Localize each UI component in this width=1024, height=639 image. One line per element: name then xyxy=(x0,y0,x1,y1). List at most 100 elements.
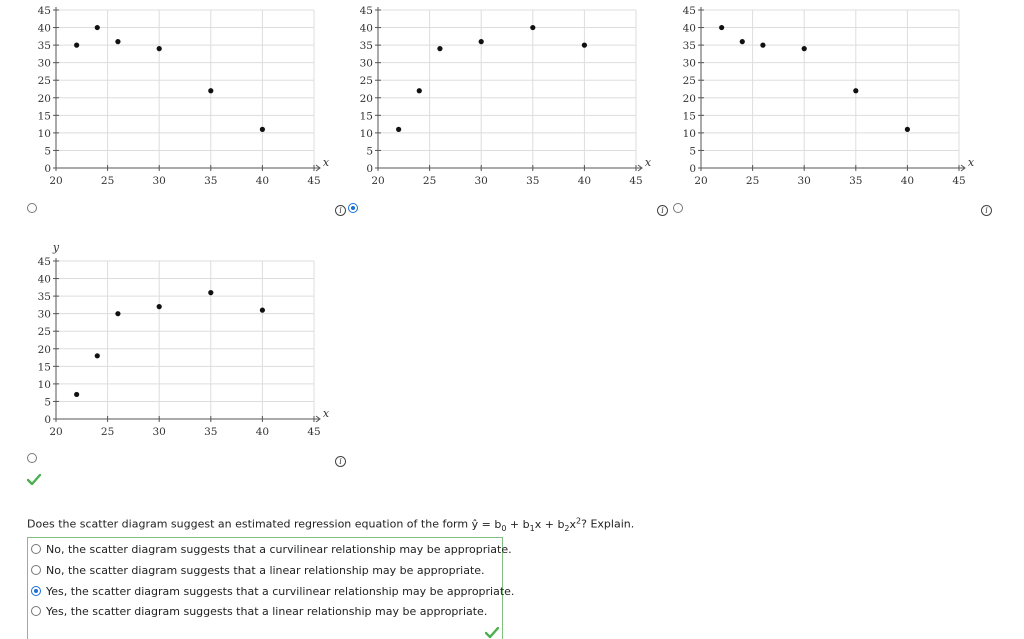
data-point xyxy=(581,42,587,48)
data-point xyxy=(156,304,162,310)
data-point xyxy=(904,126,910,132)
y-tick-label: 35 xyxy=(360,40,373,52)
data-point xyxy=(115,39,121,45)
data-point xyxy=(801,46,807,52)
x-axis-arrow xyxy=(960,164,966,172)
y-tick-label: 40 xyxy=(38,23,51,35)
y-tick-label: 15 xyxy=(38,361,51,373)
y-tick-label: 5 xyxy=(44,145,51,157)
x-tick-label: 30 xyxy=(798,175,811,187)
x-tick-label: 40 xyxy=(256,426,269,438)
x-tick-label: 35 xyxy=(526,175,539,187)
answer-option-3[interactable]: Yes, the scatter diagram suggests that a… xyxy=(28,581,514,601)
x-tick-label: 45 xyxy=(952,175,965,187)
graph-choice-radio-2[interactable] xyxy=(348,203,358,213)
x-axis-label: x xyxy=(645,156,652,169)
x-tick-label: 45 xyxy=(307,175,320,187)
answer-radio[interactable] xyxy=(31,586,41,596)
y-tick-label: 30 xyxy=(683,58,696,70)
answer-label: No, the scatter diagram suggests that a … xyxy=(46,563,485,577)
y-tick-label: 40 xyxy=(38,274,51,286)
answer-radio[interactable] xyxy=(31,544,41,554)
x-tick-label: 20 xyxy=(49,426,62,438)
data-point xyxy=(739,39,745,45)
answer-label: No, the scatter diagram suggests that a … xyxy=(46,542,512,556)
info-icon[interactable]: i xyxy=(335,456,346,467)
y-tick-label: 0 xyxy=(689,163,696,175)
data-point xyxy=(478,39,484,45)
y-tick-label: 35 xyxy=(683,40,696,52)
y-tick-label: 0 xyxy=(44,414,51,426)
x-tick-label: 20 xyxy=(49,175,62,187)
check-icon xyxy=(27,474,41,485)
x-axis-label: x xyxy=(323,407,330,420)
info-icon[interactable]: i xyxy=(657,205,668,216)
y-tick-label: 5 xyxy=(689,145,696,157)
y-tick-label: 20 xyxy=(38,344,51,356)
data-point xyxy=(396,126,402,132)
x-tick-label: 20 xyxy=(371,175,384,187)
y-tick-label: 10 xyxy=(38,379,51,391)
y-tick-label: 20 xyxy=(360,93,373,105)
x-tick-label: 45 xyxy=(307,426,320,438)
x-tick-label: 40 xyxy=(256,175,269,187)
answer-radio[interactable] xyxy=(31,565,41,575)
data-point xyxy=(94,24,100,31)
graph-choice-radio-3[interactable] xyxy=(673,203,683,213)
y-tick-label: 25 xyxy=(38,75,51,87)
data-point xyxy=(530,24,536,31)
data-point xyxy=(416,88,422,94)
y-tick-label: 15 xyxy=(360,110,373,122)
x-axis-arrow xyxy=(637,164,643,172)
data-point xyxy=(208,290,214,296)
x-tick-label: 25 xyxy=(101,426,114,438)
answer-radio[interactable] xyxy=(31,606,41,616)
data-point xyxy=(208,88,214,94)
y-tick-label: 30 xyxy=(38,309,51,321)
y-tick-label: 15 xyxy=(38,110,51,122)
data-point xyxy=(74,42,80,48)
y-tick-label: 35 xyxy=(38,40,51,52)
y-tick-label: 0 xyxy=(44,163,51,175)
data-point xyxy=(719,24,725,31)
x-tick-label: 35 xyxy=(204,426,217,438)
x-tick-label: 40 xyxy=(901,175,914,187)
y-tick-label: 20 xyxy=(38,93,51,105)
data-point xyxy=(115,311,121,317)
x-tick-label: 35 xyxy=(204,175,217,187)
y-tick-label: 45 xyxy=(360,5,373,17)
graph-choice-radio-1[interactable] xyxy=(27,203,37,213)
x-tick-label: 35 xyxy=(849,175,862,187)
y-tick-label: 45 xyxy=(38,5,51,17)
answer-label: Yes, the scatter diagram suggests that a… xyxy=(46,584,515,598)
check-icon xyxy=(485,627,499,638)
x-tick-label: 45 xyxy=(629,175,642,187)
x-tick-label: 40 xyxy=(578,175,591,187)
answer-option-1[interactable]: No, the scatter diagram suggests that a … xyxy=(28,539,512,559)
y-tick-label: 10 xyxy=(38,128,51,140)
x-tick-label: 30 xyxy=(153,175,166,187)
y-tick-label: 30 xyxy=(38,58,51,70)
x-tick-label: 30 xyxy=(475,175,488,187)
info-icon[interactable]: i xyxy=(981,205,992,216)
y-tick-label: 25 xyxy=(38,326,51,338)
y-tick-label: 15 xyxy=(683,110,696,122)
data-point xyxy=(94,353,100,359)
x-axis-arrow xyxy=(315,164,321,172)
answer-option-2[interactable]: No, the scatter diagram suggests that a … xyxy=(28,560,485,580)
y-tick-label: 45 xyxy=(683,5,696,17)
y-tick-label: 20 xyxy=(683,93,696,105)
data-point xyxy=(437,46,443,52)
question-text: Does the scatter diagram suggest an esti… xyxy=(27,516,635,533)
data-point xyxy=(259,307,265,313)
answer-option-4[interactable]: Yes, the scatter diagram suggests that a… xyxy=(28,601,487,621)
data-point xyxy=(156,46,162,52)
info-icon[interactable]: i xyxy=(335,205,346,216)
y-tick-label: 5 xyxy=(366,145,373,157)
y-tick-label: 10 xyxy=(683,128,696,140)
y-tick-label: 25 xyxy=(360,75,373,87)
x-tick-label: 30 xyxy=(153,426,166,438)
graph-choice-radio-4[interactable] xyxy=(27,453,37,463)
